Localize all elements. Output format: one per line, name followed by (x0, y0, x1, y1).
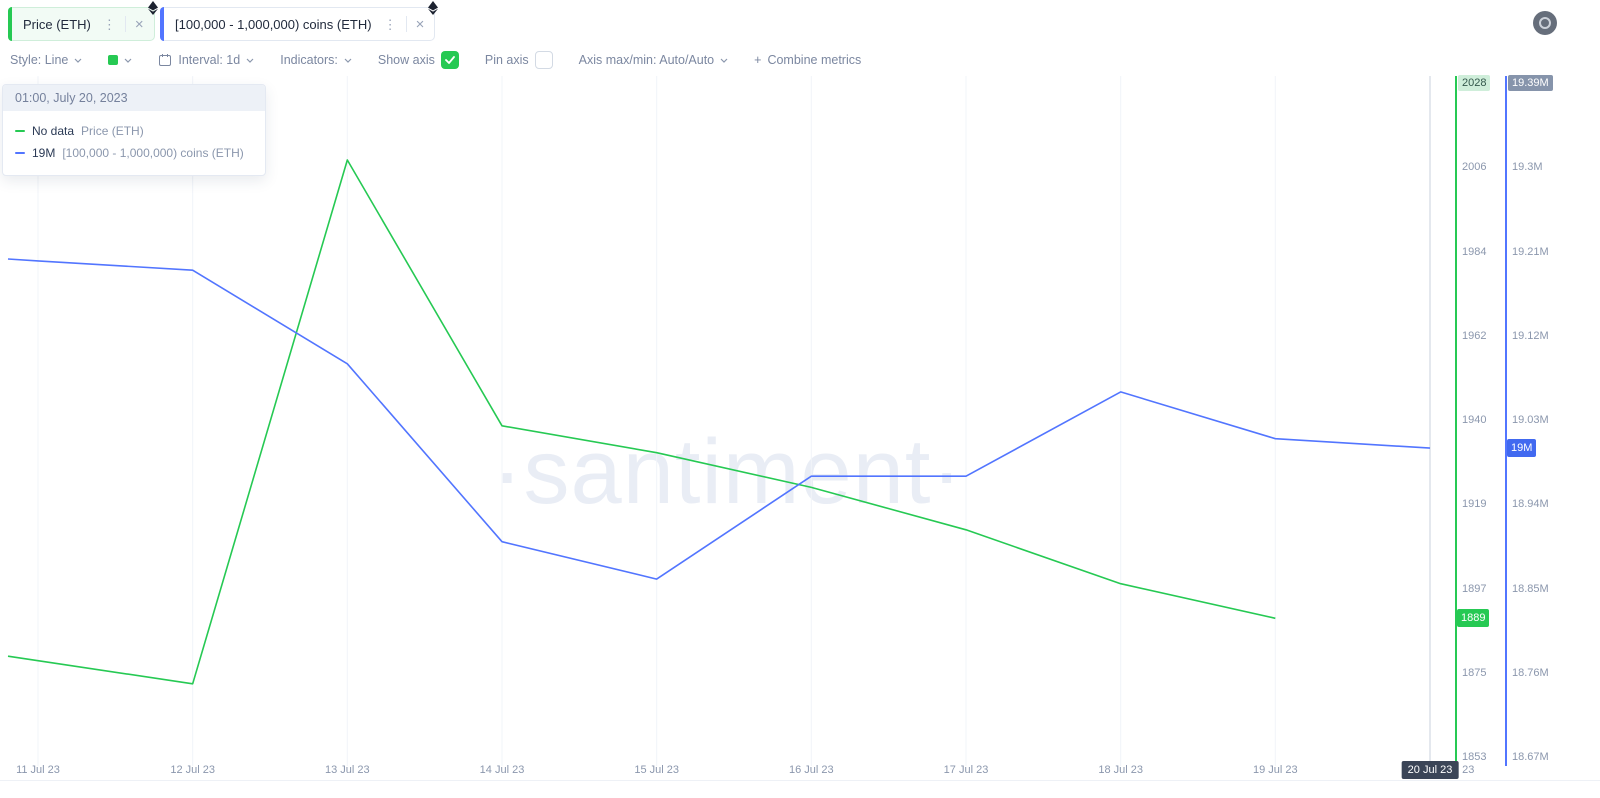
x-axis-label: 16 Jul 23 (789, 764, 834, 776)
price-axis: 2028 2006 1984 1962 1940 1919 1897 1875 1853 (1458, 75, 1506, 766)
x-axis-label: 11 Jul 23 (16, 764, 60, 776)
tooltip-label: [100,000 - 1,000,000) coins (ETH) (62, 146, 244, 160)
axis-tick-label: 1875 (1462, 666, 1487, 679)
show-axis-label: Show axis (377, 53, 435, 67)
axis-tick-label: 19.21M (1512, 245, 1549, 258)
axis-tick-label: 18.67M (1512, 751, 1549, 763)
axis-tick-label: 1853 (1462, 751, 1487, 763)
metric-chip-label: [100,000 - 1,000,000) coins (ETH) (175, 16, 372, 32)
record-button[interactable] (1533, 11, 1557, 35)
axis-tick-label: 2006 (1462, 161, 1487, 174)
coins-last-value-badge: 19M (1507, 439, 1537, 457)
kebab-menu-icon[interactable]: ⋮ (383, 16, 397, 32)
axis-tick-label: 18.94M (1512, 498, 1549, 511)
show-axis-toggle[interactable]: Show axis (378, 51, 459, 69)
axis-tick-label: 1940 (1462, 414, 1487, 426)
x-axis-label: 13 Jul 23 (325, 764, 370, 776)
coins-axis-line (1505, 76, 1507, 766)
axis-tick-label: 1984 (1462, 245, 1487, 258)
metric-chip-label: Price (ETH) (23, 16, 91, 32)
pin-axis-label: Pin axis (484, 53, 529, 67)
record-ring-icon (1539, 17, 1551, 29)
price-axis-line (1455, 76, 1457, 766)
axis-tick-label: 2028 (1458, 75, 1491, 91)
pin-axis-toggle[interactable]: Pin axis (485, 51, 553, 69)
chart-area[interactable]: ·santiment· 2028 2006 1984 1962 1940 1919 1897… (0, 75, 1600, 790)
metric-chip-price[interactable]: Price (ETH) ⋮ × (8, 1, 158, 41)
x-axis-label: 12 Jul 23 (170, 764, 215, 776)
chevron-down-icon (74, 58, 82, 63)
metric-chip-coins[interactable]: [100,000 - 1,000,000) coins (ETH) ⋮ × (160, 1, 439, 41)
calendar-icon (159, 54, 172, 66)
close-icon[interactable]: × (415, 15, 425, 33)
tooltip-row: 19M [100,000 - 1,000,000) coins (ETH) (15, 142, 253, 164)
show-axis-checkbox[interactable] (440, 51, 459, 69)
chevron-down-icon (246, 58, 254, 63)
series-line-coins (7, 258, 1431, 580)
chart-tooltip: 01:00, July 20, 2023 No data Price (ETH)… (2, 84, 266, 176)
axis-tick-label: 1919 (1462, 498, 1487, 511)
bottom-divider (0, 780, 1600, 781)
ethereum-icon (428, 1, 439, 15)
tooltip-datetime: 01:00, July 20, 2023 (3, 85, 265, 111)
x-axis-label: 15 Jul 23 (634, 764, 679, 776)
x-axis-label: 18 Jul 23 (1098, 764, 1143, 776)
combine-metrics-label: Combine metrics (767, 53, 862, 67)
x-axis-label: 19 Jul 23 (1253, 764, 1298, 776)
axis-tick-label: 18.76M (1512, 666, 1549, 679)
chevron-down-icon (344, 58, 352, 63)
price-last-value-badge: 1889 (1457, 609, 1490, 627)
color-swatch-selector[interactable] (108, 55, 132, 65)
x-axis-label: 14 Jul 23 (479, 764, 525, 776)
x-axis: 11 Jul 23 12 Jul 23 13 Jul 23 14 Jul 23 15 J… (0, 760, 1540, 782)
indicators-label: Indicators: (280, 53, 338, 67)
chart-plot[interactable] (0, 76, 1455, 766)
axis-tick-label: 19.12M (1512, 329, 1549, 342)
color-swatch (108, 55, 119, 65)
axis-maxmin-selector[interactable]: Axis max/min: Auto/Auto (579, 53, 728, 67)
chevron-down-icon (720, 58, 728, 63)
interval-selector[interactable]: Interval: 1d (158, 53, 254, 67)
x-axis-label: 17 Jul 23 (943, 764, 989, 776)
series-line-price (7, 159, 1276, 685)
ethereum-icon (147, 1, 158, 15)
axis-tick-label: 19.39M (1508, 75, 1553, 91)
chip-divider (124, 16, 126, 32)
close-icon[interactable]: × (134, 15, 144, 33)
axis-maxmin-label: Axis max/min: Auto/Auto (578, 53, 715, 67)
axis-tick-label: 1962 (1462, 329, 1487, 342)
interval-label: Interval: 1d (178, 53, 241, 67)
axis-tick-label: 1897 (1462, 582, 1487, 595)
check-icon (444, 56, 455, 64)
style-label: Style: Line (10, 53, 69, 67)
series-dash-icon (15, 130, 25, 132)
style-selector[interactable]: Style: Line (10, 53, 82, 67)
chart-toolbar: Style: Line Interval: 1d Indicators: Sho… (10, 51, 861, 69)
chevron-down-icon (124, 58, 132, 63)
axis-tick-label: 19.03M (1512, 414, 1549, 426)
tooltip-label: Price (ETH) (81, 124, 144, 138)
axis-tick-label: 19.3M (1512, 161, 1543, 174)
crosshair-date-badge: 20 Jul 23 (1401, 761, 1459, 779)
series-dash-icon (15, 152, 25, 154)
tooltip-body: No data Price (ETH) 19M [100,000 - 1,000… (3, 111, 265, 175)
tooltip-value: 19M (32, 146, 56, 160)
tooltip-row: No data Price (ETH) (15, 120, 253, 142)
plus-icon: + (754, 53, 762, 67)
indicators-selector[interactable]: Indicators: (280, 53, 352, 67)
kebab-menu-icon[interactable]: ⋮ (102, 16, 116, 32)
tooltip-value: No data (32, 124, 75, 138)
combine-metrics-button[interactable]: + Combine metrics (754, 53, 861, 67)
metric-accent-bar (160, 7, 164, 41)
metric-accent-bar (8, 7, 12, 41)
axis-tick-label: 18.85M (1512, 582, 1549, 595)
coins-axis: 19.39M 19.3M 19.21M 19.12M 19.03M 18.94M 18.85… (1508, 75, 1566, 766)
chip-divider (405, 16, 407, 32)
pin-axis-checkbox[interactable] (534, 51, 553, 69)
